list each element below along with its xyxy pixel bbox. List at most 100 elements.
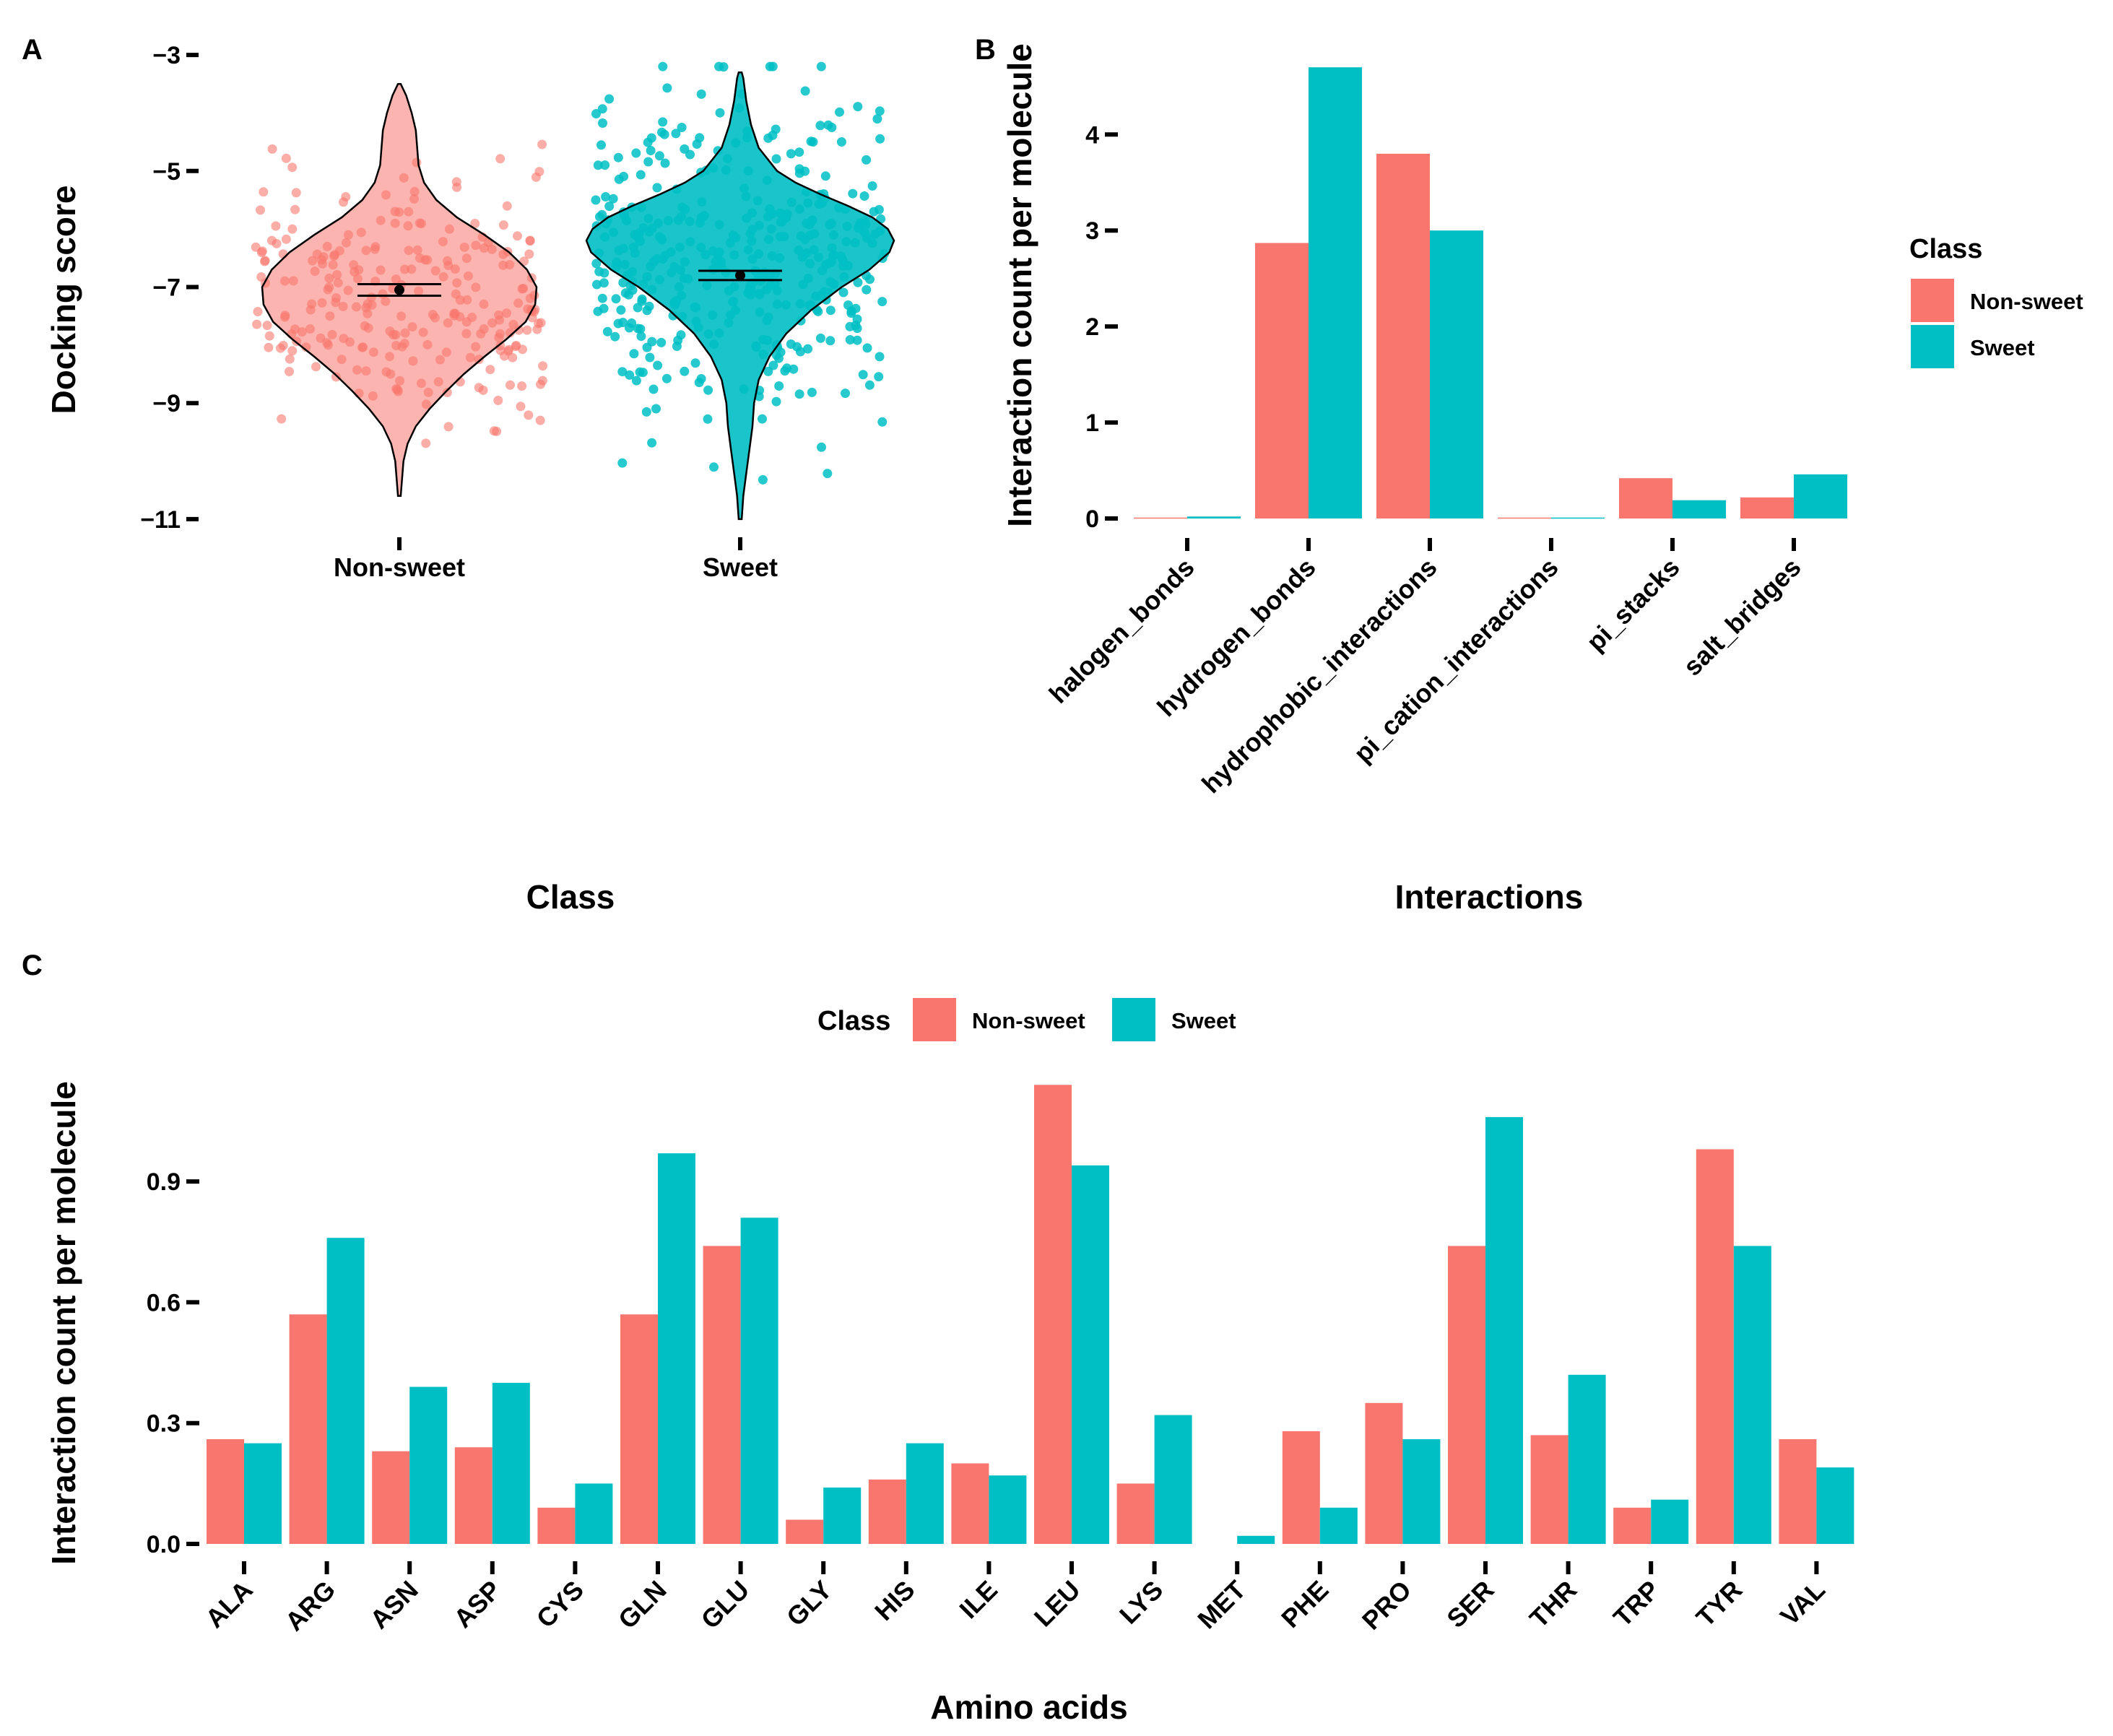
panel-a-point-sweet xyxy=(599,278,609,288)
panel-c-x-tick-label: PRO xyxy=(1356,1575,1417,1636)
panel-a-point-sweet xyxy=(758,414,767,424)
panel-a-violin-sweet xyxy=(585,71,895,521)
panel-a-point-sweet xyxy=(602,326,612,337)
panel-b-legend-title: Class xyxy=(1909,234,1982,264)
panel-a-point-sweet xyxy=(815,121,825,131)
panel-a-point-nonsweet xyxy=(290,204,300,214)
panel-a-point-sweet xyxy=(636,331,646,342)
panel-a-point-sweet xyxy=(654,151,664,161)
panel-c-bar-nonsweet xyxy=(1613,1507,1652,1544)
panel-c-bar-nonsweet xyxy=(620,1314,658,1544)
panel-a-point-nonsweet xyxy=(287,162,298,173)
panel-a-point-sweet xyxy=(618,278,628,287)
panel-a-point-sweet xyxy=(593,160,603,170)
panel-b-y-axis-title: Interaction count per molecule xyxy=(1001,43,1038,527)
panel-a-point-sweet xyxy=(617,458,628,468)
panel-c-bar-nonsweet xyxy=(703,1246,741,1544)
panel-a-point-sweet xyxy=(657,127,667,137)
panel-a-point-nonsweet xyxy=(513,231,522,241)
panel-a-point-nonsweet xyxy=(311,362,321,372)
panel-a-point-nonsweet xyxy=(252,319,262,329)
panel-a-point-sweet xyxy=(862,285,872,295)
panel-a-point-nonsweet xyxy=(535,415,545,425)
panel-a-x-axis: Non-sweet Sweet xyxy=(334,537,778,582)
panel-a-mean-point xyxy=(735,270,745,281)
panel-a-point-sweet xyxy=(874,372,884,382)
panel-a-point-sweet xyxy=(671,129,681,139)
panel-a-point-sweet xyxy=(786,339,796,349)
panel-c-x-tick-label: MET xyxy=(1192,1575,1251,1635)
panel-a-point-nonsweet xyxy=(285,354,295,364)
panel-a-point-sweet xyxy=(631,148,641,158)
panel-a-point-sweet xyxy=(813,306,823,316)
panel-a-x-axis-title: Class xyxy=(526,878,615,916)
panel-a-point-nonsweet xyxy=(537,376,547,386)
panel-a-point-sweet xyxy=(795,347,805,357)
panel-c-legend: Class Non-sweet Sweet xyxy=(817,998,1236,1041)
panel-c-x-tick-label: ASN xyxy=(364,1575,424,1635)
panel-b-legend: Class Non-sweet Sweet xyxy=(1909,234,2083,368)
panel-a-point-nonsweet xyxy=(511,340,521,350)
panel-b-legend-label-sweet: Sweet xyxy=(1970,335,2035,360)
panel-c-bar-nonsweet xyxy=(537,1507,576,1544)
panel-a-point-nonsweet xyxy=(262,321,272,331)
panel-a-point-sweet xyxy=(608,194,618,204)
panel-a-violin-chart: −3 −5 −7 −9 −11 Non-sweet Sweet Class Docking… xyxy=(45,42,895,916)
panel-c-x-tick-label: TYR xyxy=(1691,1575,1748,1633)
panel-a-point-sweet xyxy=(617,367,628,377)
panel-b-legend-label-nonsweet: Non-sweet xyxy=(1970,289,2083,314)
panel-a-point-sweet xyxy=(643,137,653,147)
panel-a-point-sweet xyxy=(703,414,713,424)
panel-b-bar-sweet xyxy=(1430,230,1483,518)
panel-a-point-nonsweet xyxy=(287,224,298,234)
panel-a-point-sweet xyxy=(638,368,648,378)
panel-c-x-tick-label: THR xyxy=(1524,1575,1582,1633)
panel-c-bar-sweet xyxy=(244,1443,282,1544)
panel-b-legend-swatch-sweet xyxy=(1911,325,1954,368)
panel-b-x-axis-title: Interactions xyxy=(1395,878,1584,916)
panel-a-point-sweet xyxy=(690,358,700,368)
panel-a-point-nonsweet xyxy=(272,238,282,248)
panel-a-point-sweet xyxy=(635,170,646,180)
panel-a-point-nonsweet xyxy=(489,426,499,436)
panel-a-point-sweet xyxy=(662,83,672,93)
panel-a-point-nonsweet xyxy=(500,351,509,361)
panel-c-bar-sweet xyxy=(575,1483,613,1544)
panel-c-bar-sweet xyxy=(989,1475,1027,1544)
panel-a-y-tick-label: −3 xyxy=(152,42,181,69)
panel-b-y-axis: 0 1 2 3 4 xyxy=(1085,121,1118,533)
panel-c-y-tick-label: 0.0 xyxy=(147,1531,181,1558)
panel-a-point-sweet xyxy=(616,305,626,315)
panel-a-point-sweet xyxy=(627,318,637,328)
panel-b-x-tick-label: pi_cation_interactions xyxy=(1348,552,1563,768)
panel-c-bar-nonsweet xyxy=(1116,1483,1155,1544)
panel-a-y-axis-title: Docking score xyxy=(45,186,82,415)
panel-a-point-sweet xyxy=(864,380,875,390)
panel-a-point-nonsweet xyxy=(256,205,265,215)
panel-a-point-sweet xyxy=(645,352,655,363)
panel-a-point-sweet xyxy=(875,106,885,116)
panel-c-bar-nonsweet xyxy=(1365,1402,1403,1544)
panel-b-bar-nonsweet xyxy=(1376,153,1430,518)
panel-a-point-nonsweet xyxy=(443,422,454,432)
panel-c-bar-sweet xyxy=(658,1153,695,1544)
panel-c-bar-sweet xyxy=(1319,1507,1358,1544)
panel-a-point-nonsweet xyxy=(264,342,274,352)
panel-a-point-sweet xyxy=(794,147,804,157)
panel-a-point-sweet xyxy=(846,306,856,316)
panel-a-point-nonsweet xyxy=(478,385,488,395)
panel-a-point-sweet xyxy=(771,154,781,164)
panel-a-point-sweet xyxy=(661,373,672,383)
panel-a-point-sweet xyxy=(768,360,778,370)
panel-c-legend-swatch-nonsweet xyxy=(913,998,956,1041)
panel-a-point-nonsweet xyxy=(524,410,534,420)
panel-a-point-sweet xyxy=(591,259,602,269)
panel-a-point-sweet xyxy=(875,352,885,362)
panel-a-point-sweet xyxy=(768,61,778,71)
panel-c-bar-nonsweet xyxy=(868,1479,906,1544)
panel-c-bar-sweet xyxy=(1651,1499,1689,1544)
panel-a-point-sweet xyxy=(825,305,836,316)
panel-b-bar-nonsweet xyxy=(1498,517,1551,519)
panel-c-bar-nonsweet xyxy=(289,1314,327,1544)
panel-a-point-sweet xyxy=(848,188,858,199)
